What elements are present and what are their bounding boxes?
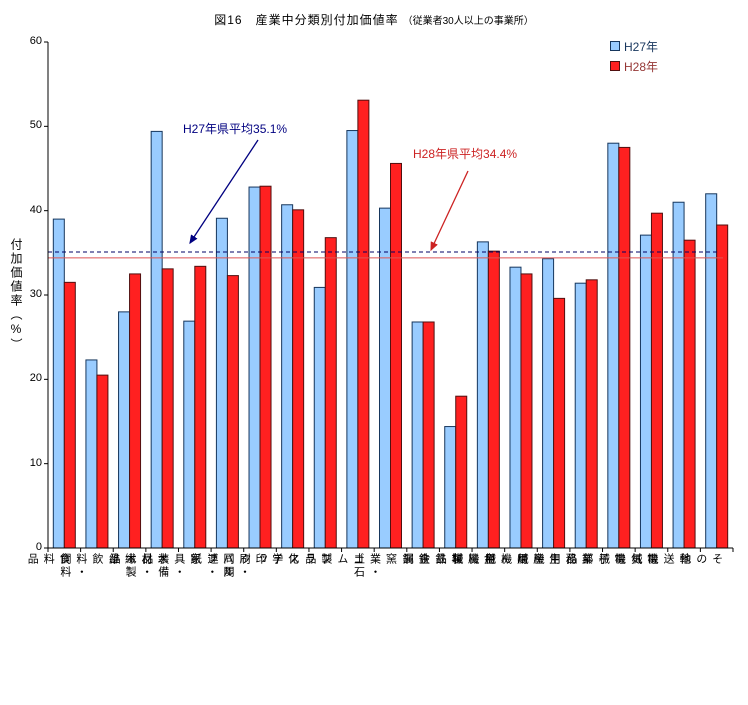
x-category-label: はん用機械: [450, 553, 527, 566]
bar-H27年-化学: [281, 204, 294, 549]
x-category-label: 電気機械: [597, 553, 658, 566]
bar-H27年-はん用機械: [509, 266, 522, 549]
y-tick-label: 30: [29, 288, 42, 300]
x-category-label: 家具・装備品: [140, 553, 201, 579]
x-category-label: 非鉄金属: [401, 553, 462, 566]
axes-group: [44, 41, 734, 552]
chart-title-main: 図16 産業中分類別付加価値率: [214, 13, 399, 27]
y-tick-label: 10: [29, 456, 42, 469]
bar-H28年-飲料・飼料: [96, 374, 109, 549]
bar-H28年-電気機械: [650, 212, 663, 549]
bar-H27年-飲料・飼料: [85, 359, 98, 549]
x-category-label: 繊維: [107, 553, 136, 566]
bar-H27年-生産用機械: [542, 258, 555, 549]
legend-swatch-h27-icon: [610, 41, 620, 51]
bar-H27年-業務用機械: [574, 282, 587, 549]
bar-H28年-その他: [716, 224, 729, 549]
bar-H27年-パルプ・紙: [215, 217, 228, 549]
y-tick-label: 50: [29, 119, 42, 132]
x-category-label: プラスチック: [239, 553, 332, 566]
bar-H27年-ゴム製品: [346, 130, 359, 549]
bar-H27年-食料品: [52, 218, 65, 549]
legend-item-h28: H28年: [610, 56, 658, 76]
x-category-label: 輸送機械: [630, 553, 691, 566]
annotation-h27-average: H27年県平均35.1%: [183, 122, 288, 136]
annotation-h28-average: H28年県平均34.4%: [413, 147, 518, 161]
x-category-label: 化学: [270, 553, 299, 566]
x-category-label: 業務用機械: [516, 553, 593, 566]
bar-H27年-電子部品: [607, 142, 620, 549]
legend: H27年 H28年: [610, 36, 658, 76]
bar-H28年-家具・装備品: [194, 265, 207, 549]
bar-H28年-業務用機械: [585, 279, 598, 549]
y-tick-label: 60: [29, 35, 42, 47]
legend-label-h28: H28年: [624, 59, 659, 74]
bar-H27年-鉄鋼: [411, 321, 424, 549]
bar-H28年-金属製品: [487, 250, 500, 549]
bar-H28年-電子部品: [618, 146, 631, 549]
bars-group: [52, 99, 729, 549]
bar-H28年-生産用機械: [553, 297, 566, 549]
bar-H28年-繊維: [129, 273, 142, 549]
x-category-label: 窯業・土石: [352, 553, 397, 579]
chart-title: 図16 産業中分類別付加価値率 （従業者30人以上の事業所）: [0, 11, 748, 29]
y-tick-label: 0: [35, 541, 42, 553]
x-category-label: 鉄鋼: [401, 553, 430, 566]
annotation-arrow-h27: [189, 139, 259, 245]
x-category-label: 印刷・同関連: [206, 553, 267, 579]
bar-H28年-パルプ・紙: [226, 275, 239, 549]
bar-H27年-電気機械: [639, 234, 652, 549]
annotation-arrow-h28: [430, 170, 469, 252]
bar-H28年-食料品: [63, 281, 76, 549]
bar-H27年-窯業・土石: [379, 207, 391, 549]
bar-H27年-非鉄金属: [444, 426, 457, 549]
bar-H28年-化学: [292, 209, 305, 549]
x-category-label: その他: [678, 553, 723, 566]
legend-label-h27: H27年: [624, 39, 659, 54]
y-axis-title: 付加価値率（%）: [9, 238, 23, 352]
bar-H28年-はん用機械: [520, 273, 533, 549]
x-category-label: ゴム製品: [303, 553, 364, 566]
x-category-label: 金属製品: [434, 553, 495, 566]
bar-H27年-木材・木製品: [150, 130, 163, 549]
chart-title-note: （従業者30人以上の事業所）: [402, 16, 534, 27]
bar-H28年-ゴム製品: [357, 99, 370, 549]
x-category-label: パルプ・紙: [189, 553, 234, 579]
bar-H28年-非鉄金属: [455, 395, 468, 549]
reference-lines-group: [48, 251, 723, 259]
bar-H28年-鉄鋼: [422, 321, 435, 549]
bar-H27年-金属製品: [476, 241, 489, 549]
legend-swatch-h28-icon: [610, 61, 620, 71]
bar-H27年-家具・装備品: [183, 320, 196, 549]
bar-H27年-プラスチック: [313, 286, 326, 549]
bar-H28年-木材・木製品: [161, 268, 174, 549]
y-tick-label: 40: [29, 203, 42, 216]
x-category-label: 生産用機械: [483, 553, 560, 566]
legend-item-h27: H27年: [610, 36, 658, 56]
bar-H28年-プラスチック: [324, 237, 337, 549]
bar-H27年-繊維: [118, 311, 131, 549]
bar-H28年-印刷・同関連: [259, 185, 272, 549]
bar-H27年-印刷・同関連: [248, 186, 261, 549]
x-category-label: 食料品: [26, 553, 71, 566]
x-category-label: 木材・木製品: [108, 553, 169, 579]
bar-H27年-その他: [705, 193, 718, 549]
bar-H28年-窯業・土石: [390, 162, 402, 549]
bar-H27年-輸送機械: [672, 201, 685, 549]
x-category-label: 電子部品: [564, 553, 625, 566]
x-category-label: 飲料・飼料: [58, 553, 103, 579]
bar-H28年-輸送機械: [683, 239, 696, 549]
y-tick-label: 20: [29, 372, 42, 385]
